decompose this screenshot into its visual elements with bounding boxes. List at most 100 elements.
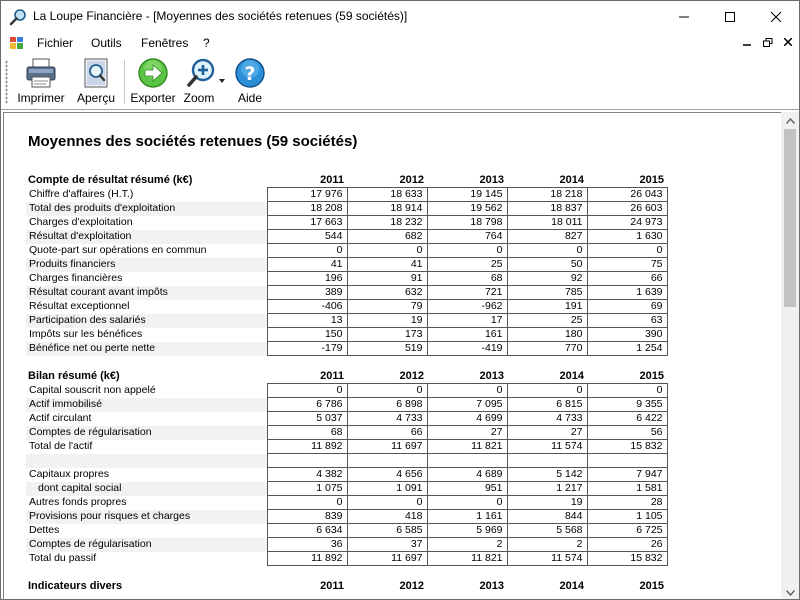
table-row: Résultat d'exploitation 544 682 764 827 1 630 (26, 229, 668, 244)
table-row: Actif immobilisé 6 786 6 898 7 095 6 815 9 35… (26, 397, 668, 412)
row-label: Actif circulant (29, 412, 92, 424)
toolbar-grip[interactable] (5, 60, 8, 104)
year-header: 2011 (320, 370, 344, 382)
value-cell: 844 (506, 509, 588, 524)
value-cell: 6 786 (266, 397, 348, 412)
value-cell: 0 (426, 383, 508, 398)
row-label: Total des produits d'exploitation (26, 201, 267, 216)
preview-button[interactable]: Aperçu (71, 57, 121, 107)
print-button[interactable]: Imprimer (13, 57, 69, 107)
balance-heading: Bilan résumé (k€) (28, 370, 120, 382)
year-header: 2015 (639, 370, 664, 382)
value-cell: 0 (506, 243, 588, 258)
value-cell: 6 725 (586, 523, 668, 538)
mdi-close-button[interactable] (781, 35, 795, 49)
value-cell: 1 581 (586, 481, 668, 496)
export-button[interactable]: Exporter (129, 57, 177, 107)
value-cell: 0 (426, 495, 508, 510)
value-cell: 25 (506, 313, 588, 328)
value-cell: 4 656 (346, 467, 428, 482)
value-cell: 66 (346, 425, 428, 440)
menu-outils[interactable]: Outils (91, 36, 122, 50)
row-label: Quote-part sur opérations en commun (29, 244, 207, 256)
value-cell: 11 574 (506, 439, 588, 454)
value-cell: 418 (346, 509, 428, 524)
table-row: Dettes 6 634 6 585 5 969 5 568 6 725 (26, 523, 668, 538)
row-label: Produits financiers (26, 257, 267, 272)
value-cell: 17 976 (266, 187, 348, 202)
value-cell: 15 832 (586, 439, 668, 454)
balance-table: Capital souscrit non appelé 0 0 0 0 0 Actif im… (26, 383, 668, 566)
value-cell: 27 (506, 425, 588, 440)
value-cell: 18 798 (426, 215, 508, 230)
year-header: 2014 (559, 580, 584, 592)
value-cell: 26 043 (586, 187, 668, 202)
row-label: Comptes de régularisation (26, 425, 267, 440)
value-cell: 19 (346, 313, 428, 328)
value-cell: 196 (266, 271, 348, 286)
menu-fichier[interactable]: Fichier (37, 36, 74, 50)
value-cell: -962 (426, 299, 508, 314)
scrollbar-thumb[interactable] (784, 129, 796, 307)
close-icon (771, 11, 781, 22)
table-row: Total de l'actif 11 892 11 697 11 821 11 574… (26, 439, 668, 454)
value-cell: 56 (586, 425, 668, 440)
close-button[interactable] (753, 1, 799, 32)
row-label: Autres fonds propres (29, 496, 127, 508)
help-button[interactable]: ? Aide (231, 57, 269, 107)
maximize-button[interactable] (707, 1, 753, 32)
table-row: Comptes de régularisation 68 66 27 27 56 (26, 425, 668, 440)
value-cell: 173 (346, 327, 428, 342)
row-label: Bénéfice net ou perte nette (26, 341, 267, 356)
value-cell: 1 105 (586, 509, 668, 524)
menu-help[interactable]: ? (203, 36, 210, 50)
value-cell: 26 (586, 537, 668, 552)
value-cell: 390 (586, 327, 668, 342)
window-title: La Loupe Financière - [Moyennes des soci… (33, 9, 408, 23)
value-cell: 519 (346, 341, 428, 356)
value-cell: 19 145 (426, 187, 508, 202)
value-cell: 11 697 (346, 439, 428, 454)
income-heading: Compte de résultat résumé (k€) (28, 174, 193, 186)
value-cell (426, 453, 508, 468)
table-row: Charges d'exploitation 17 663 18 232 18 798… (26, 215, 668, 230)
table-row: Actif circulant 5 037 4 733 4 699 4 733 6 422 (26, 411, 668, 426)
value-cell (506, 453, 588, 468)
arrow-right-icon (138, 58, 168, 88)
value-cell: 19 562 (426, 201, 508, 216)
value-cell: 11 821 (426, 439, 508, 454)
year-header: 2011 (320, 580, 344, 592)
value-cell: 68 (426, 271, 508, 286)
value-cell: 632 (346, 285, 428, 300)
value-cell: 75 (586, 257, 668, 272)
zoom-button[interactable]: Zoom (180, 57, 228, 107)
value-cell: 161 (426, 327, 508, 342)
value-cell: 11 697 (346, 551, 428, 566)
menu-fenetres[interactable]: Fenêtres (141, 36, 189, 50)
value-cell (586, 453, 668, 468)
scroll-up-button[interactable] (781, 112, 799, 129)
value-cell: 18 011 (506, 215, 588, 230)
value-cell: 4 699 (426, 411, 508, 426)
mdi-restore-button[interactable] (761, 35, 775, 49)
table-row: Chiffre d'affaires (H.T.) 17 976 18 633 19 … (26, 187, 668, 202)
year-header: 2013 (479, 370, 504, 382)
row-label: Impôts sur les bénéfices (29, 328, 143, 340)
value-cell: 17 663 (266, 215, 348, 230)
value-cell: 36 (266, 537, 348, 552)
vertical-scrollbar[interactable] (781, 112, 799, 599)
value-cell: 92 (506, 271, 588, 286)
value-cell: 6 422 (586, 411, 668, 426)
value-cell: 191 (506, 299, 588, 314)
scroll-down-button[interactable] (781, 584, 799, 599)
value-cell: 1 075 (266, 481, 348, 496)
value-cell: 68 (266, 425, 348, 440)
row-label: Résultat exceptionnel (29, 300, 130, 312)
value-cell: 827 (506, 229, 588, 244)
row-label: Actif immobilisé (26, 397, 267, 412)
minimize-button[interactable] (661, 1, 707, 32)
mdi-minimize-button[interactable] (740, 35, 754, 49)
mdi-document-icon[interactable] (10, 37, 23, 49)
value-cell: 4 689 (426, 467, 508, 482)
value-cell: 0 (346, 243, 428, 258)
